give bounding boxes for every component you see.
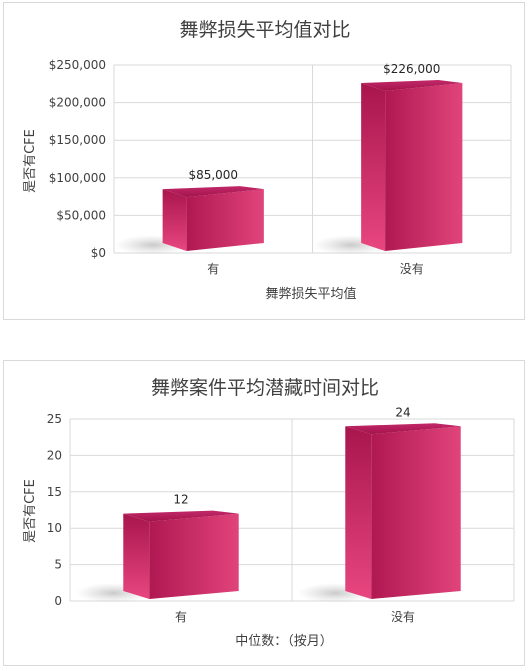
bar-side (361, 83, 386, 251)
bar-top (162, 186, 264, 198)
chart-duration: 舞弊案件平均潜藏时间对比 是否有CFE 中位数：（按月） 0 5 10 15 20 25 1… (23, 377, 515, 649)
y-tick-label: 15 (47, 485, 62, 499)
bar-top (123, 510, 239, 522)
bar-face (371, 426, 461, 599)
data-label: $85,000 (188, 168, 238, 182)
x-tick-label: 没有 (391, 609, 415, 624)
plot-area: $0 $50,000 $100,000 $150,000 $200,000 $250,00… (49, 58, 512, 276)
chart-loss: 舞弊损失平均值对比 是否有CFE 舞弊损失平均值 $0 $50,000 $100,0… (23, 19, 512, 302)
bar-有: $85,000 (114, 168, 264, 255)
y-tick-label: 5 (54, 558, 62, 572)
y-tick-label: $150,000 (49, 133, 106, 147)
bar-没有: 24 (297, 405, 461, 603)
y-tick-label: 20 (47, 448, 62, 462)
y-tick-label: $50,000 (56, 208, 106, 222)
chart-panel-loss: 舞弊损失平均值对比 是否有CFE 舞弊损失平均值 $0 $50,000 $100,0… (3, 2, 525, 320)
x-axis-title: 中位数：（按月） (235, 634, 333, 649)
bar-face (149, 513, 239, 599)
bar-没有: $226,000 (313, 62, 463, 255)
x-tick-label: 没有 (400, 261, 424, 276)
chart-title: 舞弊案件平均潜藏时间对比 (151, 377, 379, 399)
x-axis-title: 舞弊损失平均值 (265, 286, 356, 302)
data-label: 12 (173, 493, 188, 507)
chart-panel-duration: 舞弊案件平均潜藏时间对比 是否有CFE 中位数：（按月） 0 5 10 15 20 25 1… (3, 360, 525, 666)
y-tick-label: 10 (47, 521, 62, 535)
y-tick-label: $250,000 (49, 58, 106, 72)
chart-title: 舞弊损失平均值对比 (179, 19, 350, 41)
y-axis-title: 是否有CFE (23, 129, 38, 193)
bar-有: 12 (75, 493, 239, 603)
y-tick-label: 0 (54, 594, 62, 608)
bar-top (345, 423, 461, 435)
x-tick-label: 有 (175, 610, 187, 624)
bar-face (186, 189, 264, 251)
data-label: $226,000 (383, 62, 440, 76)
data-label: 24 (395, 405, 410, 419)
bar-side (123, 513, 150, 599)
y-tick-label: $100,000 (49, 171, 106, 185)
y-tick-label: $0 (91, 246, 106, 260)
bar-side (162, 189, 187, 251)
y-tick-label: 25 (47, 412, 62, 426)
plot-area: 0 5 10 15 20 25 12 有 24 没有 (47, 405, 515, 624)
y-axis-title: 是否有CFE (23, 479, 38, 543)
y-tick-label: $200,000 (49, 96, 106, 110)
bar-top (361, 80, 463, 92)
x-tick-label: 有 (207, 262, 219, 276)
bar-face (385, 83, 463, 251)
bar-side (345, 426, 372, 599)
